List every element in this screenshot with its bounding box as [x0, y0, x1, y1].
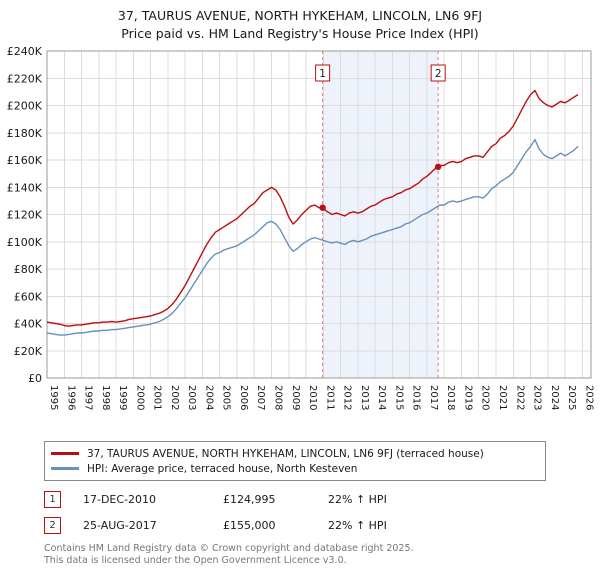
sale-annotations: 1 17-DEC-2010 £124,995 22% ↑ HPI 2 25-AU… — [44, 491, 600, 534]
svg-text:2008: 2008 — [273, 385, 284, 410]
chart-header: 37, TAURUS AVENUE, NORTH HYKEHAM, LINCOL… — [0, 0, 600, 43]
svg-text:2015: 2015 — [393, 385, 404, 410]
sale-1-date: 17-DEC-2010 — [83, 493, 157, 506]
sale-annotation-2: 2 25-AUG-2017 £155,000 22% ↑ HPI — [44, 517, 600, 534]
svg-text:2: 2 — [435, 68, 442, 80]
svg-text:2017: 2017 — [428, 385, 439, 410]
price-chart-svg: 1 2 £0 £20K £40K £60K £80K £100K £120K £140K £160K… — [7, 45, 595, 410]
chart-subtitle: Price paid vs. HM Land Registry's House … — [121, 26, 479, 41]
svg-text:2014: 2014 — [376, 385, 387, 410]
svg-text:2021: 2021 — [497, 385, 508, 410]
hpi-line-swatch — [51, 467, 79, 470]
chart-title: 37, TAURUS AVENUE, NORTH HYKEHAM, LINCOL… — [117, 8, 483, 23]
legend-item-property: 37, TAURUS AVENUE, NORTH HYKEHAM, LINCOL… — [51, 446, 539, 461]
svg-text:1996: 1996 — [65, 385, 76, 410]
svg-text:2000: 2000 — [134, 385, 145, 410]
footer-line-1: Contains HM Land Registry data © Crown c… — [44, 543, 414, 554]
svg-text:2013: 2013 — [359, 385, 370, 410]
svg-text:2009: 2009 — [290, 385, 301, 410]
footer-line-2: This data is licensed under the Open Gov… — [44, 555, 347, 567]
svg-text:1999: 1999 — [117, 385, 128, 410]
svg-text:£20K: £20K — [14, 345, 43, 358]
sale-marker-box-1 — [315, 64, 331, 82]
svg-text:2011: 2011 — [324, 385, 335, 410]
svg-text:2010: 2010 — [307, 385, 318, 410]
svg-text:£180K: £180K — [7, 127, 43, 140]
svg-text:2001: 2001 — [152, 385, 163, 410]
chart-legend: 37, TAURUS AVENUE, NORTH HYKEHAM, LINCOL… — [44, 441, 546, 481]
svg-text:£160K: £160K — [7, 154, 43, 167]
svg-text:1995: 1995 — [48, 385, 59, 410]
svg-text:2023: 2023 — [532, 385, 543, 410]
svg-text:2003: 2003 — [186, 385, 197, 410]
svg-text:2024: 2024 — [549, 385, 560, 410]
legend-item-hpi: HPI: Average price, terraced house, Nort… — [51, 461, 539, 476]
svg-text:2026: 2026 — [583, 385, 594, 410]
svg-text:£0: £0 — [28, 372, 42, 385]
svg-text:£40K: £40K — [14, 318, 43, 331]
svg-text:1998: 1998 — [100, 385, 111, 410]
price-chart: 1 2 £0 £20K £40K £60K £80K £100K £120K £140K £160K… — [0, 45, 600, 437]
svg-text:2007: 2007 — [255, 385, 266, 410]
svg-text:£240K: £240K — [7, 45, 43, 58]
attribution-footer: Contains HM Land Registry data © Crown c… — [44, 543, 600, 568]
sale-2-number-badge: 2 — [44, 517, 61, 534]
svg-text:1997: 1997 — [83, 385, 94, 410]
sale-annotation-1: 1 17-DEC-2010 £124,995 22% ↑ HPI — [44, 491, 600, 508]
legend-label-property: 37, TAURUS AVENUE, NORTH HYKEHAM, LINCOL… — [87, 447, 484, 460]
sale-1-number-badge: 1 — [44, 491, 61, 508]
sale-marker-box-2 — [430, 64, 446, 82]
svg-text:2020: 2020 — [480, 385, 491, 410]
svg-text:£100K: £100K — [7, 236, 43, 249]
svg-text:2019: 2019 — [462, 385, 473, 410]
svg-text:£80K: £80K — [14, 263, 43, 276]
sale-1-price: £124,995 — [223, 493, 276, 506]
svg-text:2004: 2004 — [203, 385, 214, 410]
svg-text:£220K: £220K — [7, 72, 43, 85]
svg-text:2006: 2006 — [238, 385, 249, 410]
sale-2-price: £155,000 — [223, 519, 276, 532]
sale-2-date: 25-AUG-2017 — [83, 519, 157, 532]
svg-text:2005: 2005 — [221, 385, 232, 410]
svg-text:2018: 2018 — [445, 385, 456, 410]
legend-label-hpi: HPI: Average price, terraced house, Nort… — [87, 462, 358, 475]
sale-2-hpi-delta: 22% ↑ HPI — [328, 519, 387, 532]
svg-text:2012: 2012 — [342, 385, 353, 410]
svg-text:£200K: £200K — [7, 100, 43, 113]
svg-text:£140K: £140K — [7, 181, 43, 194]
svg-text:2016: 2016 — [411, 385, 422, 410]
svg-text:2002: 2002 — [169, 385, 180, 410]
svg-text:£60K: £60K — [14, 290, 43, 303]
svg-text:£120K: £120K — [7, 209, 43, 222]
sale-1-hpi-delta: 22% ↑ HPI — [328, 493, 387, 506]
svg-text:1: 1 — [319, 68, 326, 80]
property-line-swatch — [51, 452, 79, 455]
svg-text:2022: 2022 — [514, 385, 525, 410]
svg-text:2025: 2025 — [566, 385, 577, 410]
